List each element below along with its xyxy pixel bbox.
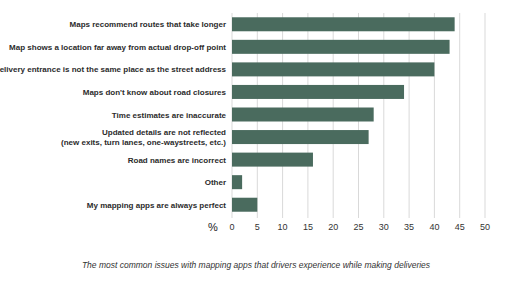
bar [232, 85, 404, 99]
grid [232, 13, 485, 218]
tick-label: 5 [255, 222, 260, 232]
category-label-line: Maps recommend routes that take longer [70, 20, 226, 29]
chart-root: 0 5 10 15 20 25 30 35 40 45 50% Maps recommend rout… [0, 0, 512, 288]
bar [232, 198, 257, 212]
grid-line [459, 13, 460, 218]
category-label-line: Map shows a location far away from actua… [9, 43, 226, 52]
category-label: Map shows a location far away from actua… [9, 43, 226, 52]
bar [232, 175, 242, 189]
bars [232, 17, 455, 211]
category-label-line: Other [205, 178, 226, 187]
tick-label: 30 [379, 222, 389, 232]
tick-label: 25 [353, 222, 363, 232]
category-label-line: (new exits, turn lanes, one-waystreets, … [61, 138, 226, 147]
category-label-line: Road names are incorrect [128, 156, 227, 165]
tick-label: 20 [328, 222, 338, 232]
category-label: Updated details are not reflected(new ex… [61, 128, 226, 147]
category-label: Other [205, 178, 226, 187]
bar [232, 153, 313, 167]
axis-label: % [208, 221, 218, 233]
bar [232, 17, 455, 31]
category-label: Maps recommend routes that take longer [70, 20, 226, 29]
bar [232, 108, 374, 122]
tick-label: 10 [278, 222, 288, 232]
chart: 0 5 10 15 20 25 30 35 40 45 50% Maps recommend rout… [0, 0, 512, 288]
category-label-line: My mapping apps are always perfect [87, 201, 226, 210]
bar [232, 62, 434, 76]
category-label-line: Delivery entrance is not the same place … [0, 65, 227, 74]
tick-label: 0 [229, 222, 234, 232]
bar [232, 40, 450, 54]
category-label: My mapping apps are always perfect [87, 201, 226, 210]
title: The most common issues with mapping apps… [82, 260, 431, 270]
category-label-line: Updated details are not reflected [102, 128, 226, 137]
tick-label: 50 [480, 222, 490, 232]
bar [232, 130, 369, 144]
category-label: Time estimates are inaccurate [112, 111, 227, 120]
category-label: Delivery entrance is not the same place … [0, 65, 227, 74]
category-label: Maps don't know about road closures [83, 88, 227, 97]
category-label-line: Maps don't know about road closures [83, 88, 227, 97]
category-label: Road names are incorrect [128, 156, 227, 165]
category-label-line: Time estimates are inaccurate [112, 111, 227, 120]
grid-line [485, 13, 486, 218]
tick-label: 45 [455, 222, 465, 232]
tick-label: 40 [429, 222, 439, 232]
tick-label: 35 [404, 222, 414, 232]
tick-label: 15 [303, 222, 313, 232]
